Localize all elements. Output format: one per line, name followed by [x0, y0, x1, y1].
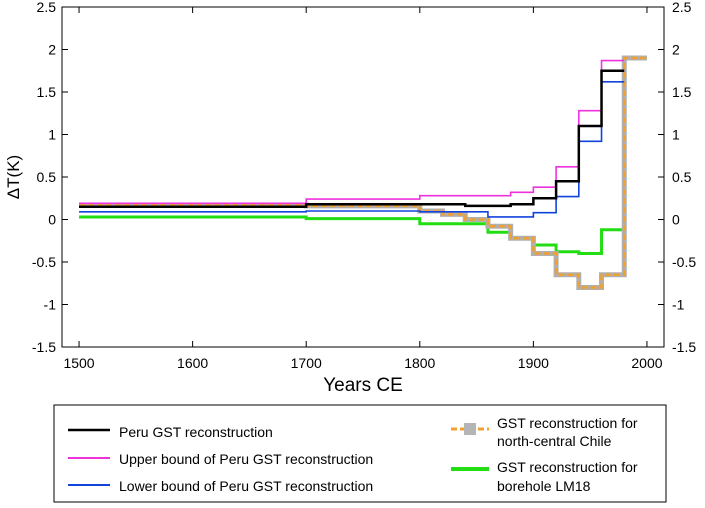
legend-label-chile-line2: north-central Chile: [497, 433, 612, 449]
legend-box: [53, 404, 667, 503]
legend-swatch-chile: [451, 423, 489, 435]
y-tick-label-left: -1: [44, 297, 57, 313]
series-line-4: [79, 215, 625, 255]
plot-area: [61, 6, 665, 348]
legend-label-peru: Peru GST reconstruction: [119, 424, 273, 440]
y-tick-label-right: -0.5: [672, 254, 696, 270]
legend-label-lm18-line2: borehole LM18: [497, 478, 591, 494]
y-tick-label-right: 0.5: [672, 169, 692, 185]
y-tick-label-left: -1.5: [32, 339, 56, 355]
x-tick-label: 1900: [518, 355, 549, 371]
y-tick-label-left: 1: [48, 127, 56, 143]
y-tick-label-right: 1.5: [672, 84, 692, 100]
y-tick-label-right: 2.5: [672, 0, 692, 15]
y-tick-label-left: 2: [48, 42, 56, 58]
legend-label-chile-line1: GST reconstruction for: [497, 415, 638, 431]
y-tick-label-right: 1: [672, 127, 680, 143]
series-line-1: [79, 59, 625, 205]
series-line-3: [79, 56, 647, 289]
y-tick-label-right: 2: [672, 42, 680, 58]
x-axis-title: Years CE: [323, 375, 403, 396]
series-layer: [79, 55, 647, 290]
y-tick-label-left: 0.5: [37, 169, 57, 185]
y-tick-label-right: -1.5: [672, 339, 696, 355]
y-axis-title: ΔT(K): [4, 155, 23, 199]
y-tick-label-left: 0: [48, 212, 56, 228]
axis-ticks: 2.5 2.5 2 2 1.5 1.5 1 1 0.5 0.5 0 0 -0.5 -0.5 -1 -1 -1.5…: [32, 0, 696, 371]
x-tick-label: 2000: [631, 355, 662, 371]
legend-label-upper: Upper bound of Peru GST reconstruction: [119, 451, 373, 467]
x-tick-label: 1500: [63, 355, 94, 371]
y-tick-label-left: 1.5: [37, 84, 57, 100]
x-tick-label: 1700: [291, 355, 322, 371]
y-tick-label-right: 0: [672, 212, 680, 228]
series-line-0: [79, 69, 625, 208]
x-tick-label: 1600: [177, 355, 208, 371]
y-tick-label-right: -1: [672, 297, 685, 313]
legend-label-lower: Lower bound of Peru GST reconstruction: [119, 478, 373, 494]
legend-label-lm18-line1: GST reconstruction for: [497, 459, 638, 475]
y-tick-label-left: -0.5: [32, 254, 56, 270]
series-line-2: [79, 81, 625, 218]
x-tick-label: 1800: [404, 355, 435, 371]
y-tick-label-left: 2.5: [37, 0, 57, 15]
